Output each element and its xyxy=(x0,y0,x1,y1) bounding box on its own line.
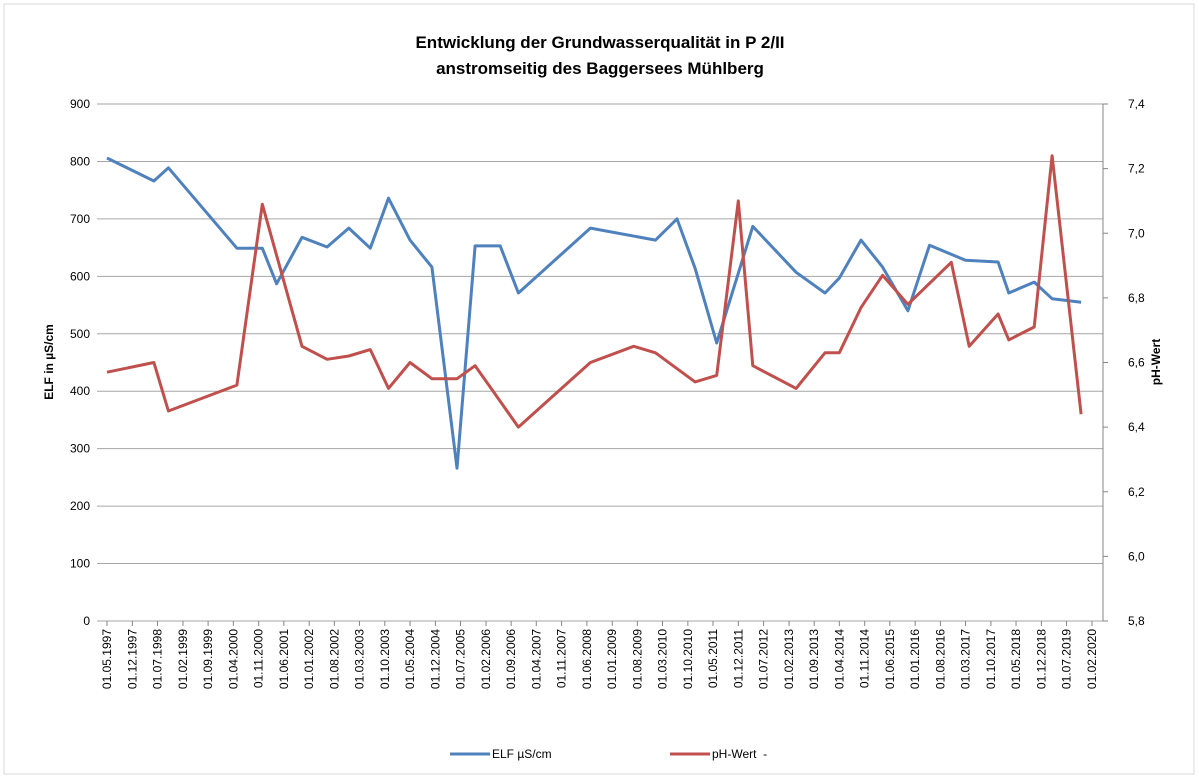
x-tick-label: 01.03.2010 xyxy=(655,629,669,689)
y2-axis-label: pH-Wert xyxy=(1149,339,1163,385)
y-tick-label: 200 xyxy=(70,499,90,513)
x-tick-label: 01.05.2011 xyxy=(706,629,720,688)
y-tick-label: 500 xyxy=(70,327,90,341)
y2-tick-label: 7,0 xyxy=(1128,226,1145,240)
x-tick-label: 01.09.1999 xyxy=(201,629,215,689)
x-tick-label: 01.12.2004 xyxy=(428,629,442,689)
x-tick-label: 01.02.2013 xyxy=(782,629,796,689)
y-tick-label: 100 xyxy=(70,557,90,571)
y2-tick-label: 6,8 xyxy=(1128,291,1145,305)
y2-tick-label: 6,6 xyxy=(1128,356,1145,370)
x-tick-label: 01.05.2018 xyxy=(1009,629,1023,689)
x-tick-label: 01.03.2003 xyxy=(352,629,366,689)
x-tick-label: 01.06.2001 xyxy=(277,629,291,689)
x-tick-label: 01.07.1998 xyxy=(150,629,164,689)
x-tick-label: 01.12.2018 xyxy=(1034,629,1048,689)
x-tick-label: 01.02.2020 xyxy=(1085,629,1099,689)
x-tick-label: 01.04.2007 xyxy=(529,629,543,689)
x-tick-label: 01.07.2019 xyxy=(1060,629,1074,689)
x-tick-label: 01.01.2002 xyxy=(302,629,316,689)
x-tick-label: 01.09.2013 xyxy=(807,629,821,689)
y-tick-label: 800 xyxy=(70,154,90,168)
x-tick-label: 01.07.2012 xyxy=(757,629,771,689)
x-tick-label: 01.12.1997 xyxy=(125,629,139,689)
y2-tick-label: 6,2 xyxy=(1128,485,1145,499)
x-tick-label: 01.03.2017 xyxy=(959,629,973,689)
y-tick-label: 900 xyxy=(70,97,90,111)
x-tick-label: 01.12.2011 xyxy=(731,629,745,688)
x-tick-label: 01.10.2003 xyxy=(378,629,392,689)
x-tick-label: 01.11.2000 xyxy=(252,629,266,688)
y2-tick-label: 6,0 xyxy=(1128,549,1145,563)
data-line xyxy=(106,156,1082,470)
x-tick-label: 01.05.2004 xyxy=(403,629,417,689)
y-tick-label: 600 xyxy=(70,269,90,283)
x-tick-label: 01.06.2008 xyxy=(580,629,594,689)
x-tick-label: 01.04.2000 xyxy=(226,629,240,689)
x-tick-label: 01.06.2015 xyxy=(883,629,897,689)
x-tick-label: 01.11.2007 xyxy=(555,629,569,688)
x-tick-label: 01.05.1997 xyxy=(100,629,114,689)
y2-tick-label: 5,8 xyxy=(1128,614,1145,628)
x-tick-label: 01.10.2017 xyxy=(984,629,998,689)
y-axis-label: ELF in µS/cm xyxy=(42,324,56,400)
y2-tick-label: 7,2 xyxy=(1128,162,1145,176)
y2-tick-label: 6,4 xyxy=(1128,420,1145,434)
legend-label: ELF µS/cm xyxy=(492,747,552,761)
y-tick-label: 400 xyxy=(70,384,90,398)
x-tick-label: 01.08.2009 xyxy=(630,629,644,689)
y-tick-label: 0 xyxy=(83,614,90,628)
y-tick-label: 300 xyxy=(70,442,90,456)
legend-label: pH-Wert - xyxy=(712,747,767,761)
x-tick-label: 01.11.2014 xyxy=(858,629,872,688)
x-tick-label: 01.07.2005 xyxy=(454,629,468,689)
y2-tick-label: 7,4 xyxy=(1128,97,1145,111)
y-tick-label: 700 xyxy=(70,212,90,226)
data-line xyxy=(106,154,1083,429)
x-tick-label: 01.01.2009 xyxy=(605,629,619,689)
chart-subtitle: anstromseitig des Baggersees Mühlberg xyxy=(436,59,764,78)
x-tick-label: 01.10.2010 xyxy=(681,629,695,689)
x-tick-label: 01.09.2006 xyxy=(504,629,518,689)
x-tick-label: 01.08.2016 xyxy=(933,629,947,689)
chart-frame xyxy=(3,3,1195,775)
chart-title: Entwicklung der Grundwasserqualität in P… xyxy=(415,33,784,52)
x-tick-label: 01.02.1999 xyxy=(176,629,190,689)
x-tick-label: 01.08.2002 xyxy=(327,629,341,689)
x-tick-label: 01.02.2006 xyxy=(479,629,493,689)
x-tick-label: 01.01.2016 xyxy=(908,629,922,689)
x-tick-label: 01.04.2014 xyxy=(832,629,846,689)
